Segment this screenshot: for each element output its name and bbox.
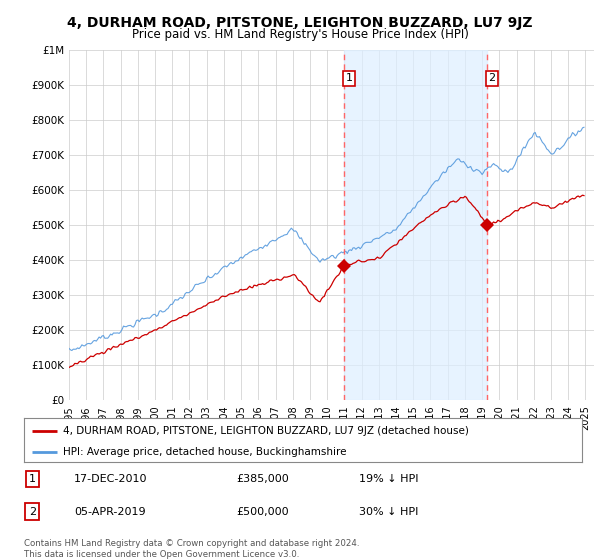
Text: 1: 1 [29,474,36,484]
Text: 17-DEC-2010: 17-DEC-2010 [74,474,148,484]
Text: 05-APR-2019: 05-APR-2019 [74,507,146,517]
Text: Price paid vs. HM Land Registry's House Price Index (HPI): Price paid vs. HM Land Registry's House … [131,28,469,41]
Text: 30% ↓ HPI: 30% ↓ HPI [359,507,418,517]
Text: £385,000: £385,000 [236,474,289,484]
Text: HPI: Average price, detached house, Buckinghamshire: HPI: Average price, detached house, Buck… [63,447,347,458]
Text: 4, DURHAM ROAD, PITSTONE, LEIGHTON BUZZARD, LU7 9JZ (detached house): 4, DURHAM ROAD, PITSTONE, LEIGHTON BUZZA… [63,426,469,436]
Text: 2: 2 [29,507,36,517]
Text: 1: 1 [346,73,352,83]
Text: 19% ↓ HPI: 19% ↓ HPI [359,474,418,484]
Text: 2: 2 [488,73,496,83]
Bar [344,50,487,400]
Text: 4, DURHAM ROAD, PITSTONE, LEIGHTON BUZZARD, LU7 9JZ: 4, DURHAM ROAD, PITSTONE, LEIGHTON BUZZA… [67,16,533,30]
Text: Contains HM Land Registry data © Crown copyright and database right 2024.
This d: Contains HM Land Registry data © Crown c… [24,539,359,559]
Text: £500,000: £500,000 [236,507,289,517]
